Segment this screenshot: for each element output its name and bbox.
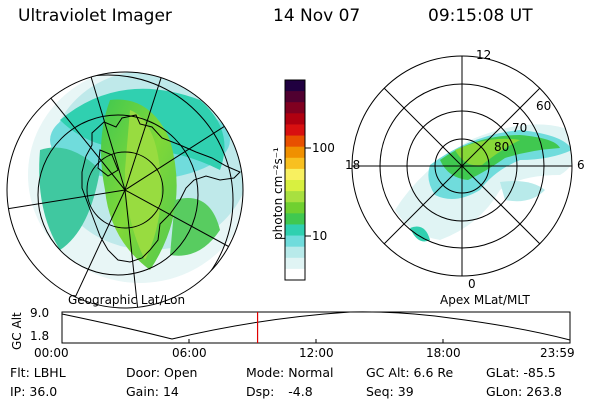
colorbar-swatch [285,257,305,270]
colorbar-swatch [285,246,305,259]
colorbar-swatch [285,146,305,159]
colorbar-swatch [285,213,305,225]
timeline-tick-label: 12:00 [299,346,334,360]
mlt-label-0: 0 [468,277,476,291]
colorbar-swatch [285,235,305,248]
mlt-label-12: 12 [476,48,492,62]
timeline-ymin: 1.8 [30,329,50,343]
mlt-grid [351,55,573,277]
colorbar [285,80,305,281]
geographic-image [7,72,243,308]
seq-label: Seq: [366,384,394,399]
flt-label: Flt: [10,365,30,380]
time-label: 09:15:08 UT [428,6,533,26]
mlat-label-70: 70 [512,121,528,135]
orbit-timeline-frame [61,311,571,344]
timeline-ymax: 9.0 [30,306,50,320]
colorbar-unit-label: photon cm⁻²s⁻¹ [271,147,285,240]
colorbar-swatch [285,113,305,125]
colorbar-swatch [285,168,305,181]
timeline-tick-label: 06:00 [172,346,207,360]
colorbar-swatch [285,102,305,114]
colorbar-swatch [285,91,305,103]
timeline-tick-label: 00:00 [34,346,69,360]
colorbar-label-100: 100 [312,141,335,155]
dsp-value: -4.8 [288,384,313,399]
gain-label: Gain: [126,384,159,399]
timeline-axis-label: GC Alt [10,312,24,350]
mlat-label-60: 60 [536,99,552,113]
apex-caption: Apex MLat/MLT [440,293,530,307]
colorbar-swatch [285,124,305,137]
gcalt-value: 6.6 Re [413,365,454,380]
colorbar-swatch [285,157,305,170]
glon-label: GLon: [486,384,523,399]
date-label: 14 Nov 07 [273,6,361,26]
colorbar-swatch [285,268,305,281]
door-value: Open [164,365,198,380]
instrument-title: Ultraviolet Imager [18,6,172,26]
dsp-label: Dsp: [246,384,275,399]
timeline-tick-label: 23:59 [540,346,575,360]
colorbar-swatch [285,202,305,214]
seq-value: 39 [397,384,414,399]
colorbar-swatch [285,80,305,92]
mlat-label-80: 80 [494,140,510,154]
glat-value: -85.5 [523,365,556,380]
colorbar-swatch [285,224,305,237]
mode-value: Normal [288,365,334,380]
gain-value: 14 [162,384,179,399]
geographic-caption: Geographic Lat/Lon [68,293,186,307]
mlt-label-18: 18 [345,158,361,172]
mode-label: Mode: [246,365,285,380]
ip-value: 36.0 [29,384,58,399]
flt-value: LBHL [33,365,66,380]
mlat-mlt-image [395,124,572,242]
glat-label: GLat: [486,365,520,380]
orbit-altitude-curve [61,311,571,341]
colorbar-swatch [285,191,305,203]
mlt-label-6: 6 [577,158,585,172]
glon-value: 263.8 [526,384,562,399]
ip-label: IP: [10,384,26,399]
timeline-tick-label: 18:00 [426,346,461,360]
gcalt-label: GC Alt: [366,365,410,380]
colorbar-label-10: 10 [312,229,328,243]
colorbar-swatch [285,180,305,192]
door-label: Door: [126,365,161,380]
colorbar-swatch [285,135,305,148]
